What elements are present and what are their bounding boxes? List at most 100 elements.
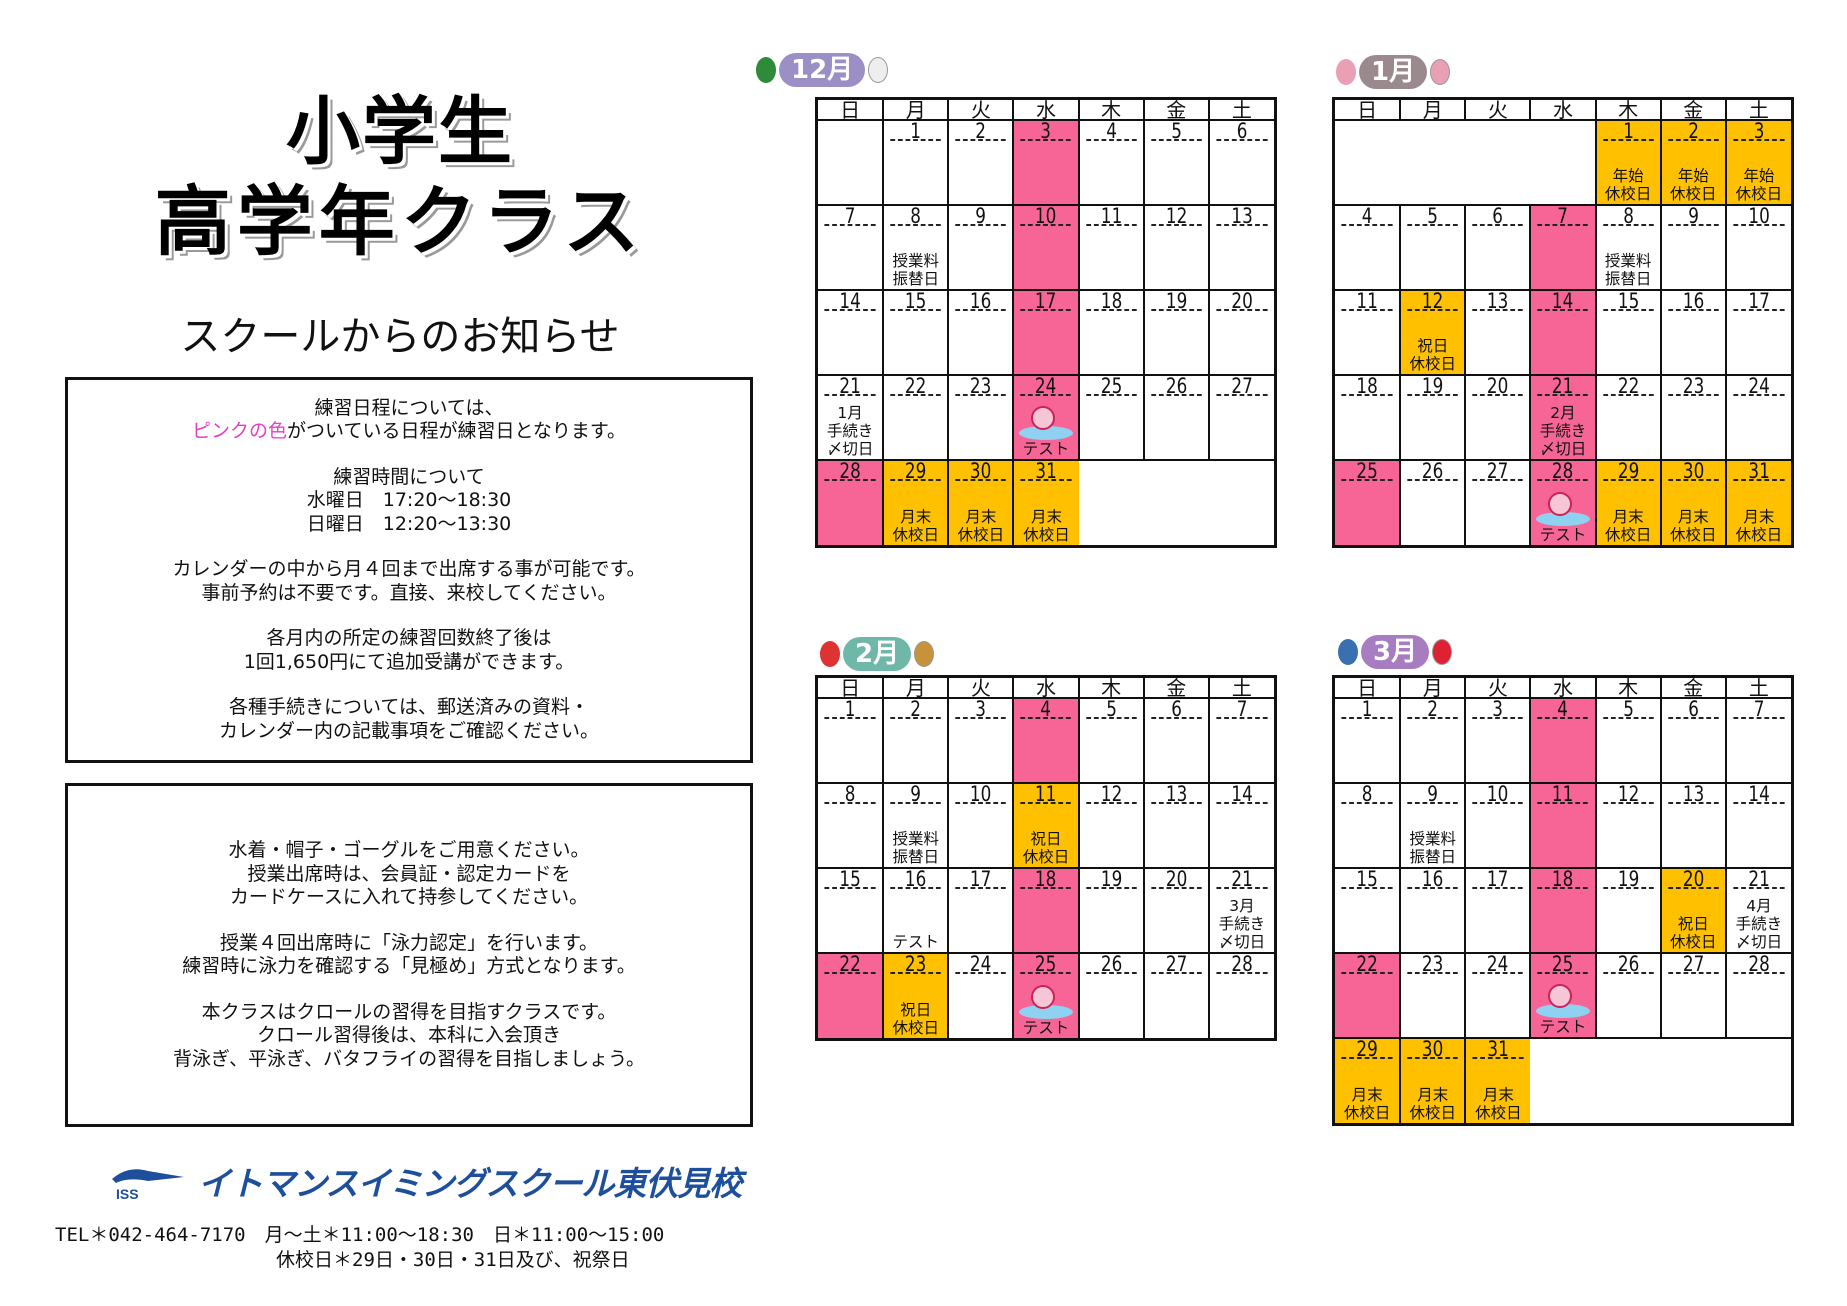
day-cell: 21 4月 手続き 〆切日 bbox=[1724, 867, 1791, 953]
day-number: 7 bbox=[1216, 699, 1268, 720]
day-number: 7 bbox=[1537, 206, 1589, 227]
day-note: 手続き bbox=[1218, 915, 1266, 933]
day-cell: 24 bbox=[1724, 374, 1791, 460]
day-number: 27 bbox=[1668, 954, 1719, 975]
day-cell: 19 bbox=[1594, 867, 1661, 953]
day-number: 15 bbox=[824, 869, 876, 890]
day-cell: 24 bbox=[1464, 952, 1531, 1038]
day-cell: 17 bbox=[1724, 289, 1791, 375]
day-cell: 5 bbox=[1077, 697, 1144, 783]
day-cell: 20 bbox=[1142, 867, 1209, 953]
day-note: テスト bbox=[892, 933, 939, 951]
day-cell: 29 月末 休校日 bbox=[1335, 1037, 1401, 1123]
swimmer-test-icon bbox=[1534, 982, 1592, 1020]
day-note: 休校日 bbox=[1343, 1104, 1391, 1122]
empty-cell bbox=[1143, 459, 1209, 545]
day-number: 30 bbox=[1407, 1039, 1458, 1060]
weekday-header: 土 bbox=[1207, 678, 1274, 699]
day-number: 23 bbox=[955, 376, 1007, 397]
day-cell: 18 bbox=[1335, 374, 1401, 460]
notice-text: 練習日程については、 bbox=[314, 396, 504, 419]
day-cell: 14 bbox=[1207, 782, 1274, 868]
day-number: 8 bbox=[1602, 206, 1654, 227]
day-cell: 30 月末 休校日 bbox=[1659, 459, 1726, 545]
day-cell: 4 bbox=[1077, 119, 1144, 205]
day-cell: 23 祝日 休校日 bbox=[882, 952, 949, 1038]
day-cell: 4 bbox=[1529, 697, 1596, 783]
month-decoration-icon bbox=[1430, 59, 1451, 85]
day-note: 休校日 bbox=[892, 526, 939, 544]
day-cell: 20 bbox=[1464, 374, 1531, 460]
day-cell: 3 bbox=[947, 697, 1014, 783]
day-note: テスト bbox=[1539, 526, 1587, 544]
day-number: 13 bbox=[1472, 291, 1524, 312]
day-number: 20 bbox=[1668, 869, 1719, 890]
month-label: 12月 bbox=[779, 53, 866, 87]
weekday-header: 水 bbox=[1012, 678, 1079, 699]
day-number: 3 bbox=[955, 699, 1007, 720]
weekday-header: 水 bbox=[1012, 100, 1079, 121]
notice-text: クロール習得後は、本科に入会頂き bbox=[256, 1024, 561, 1046]
day-cell: 8 bbox=[818, 782, 884, 868]
day-number: 8 bbox=[890, 206, 941, 227]
day-cell: 22 bbox=[818, 952, 884, 1038]
day-cell: 27 bbox=[1659, 952, 1726, 1038]
day-number: 20 bbox=[1216, 291, 1268, 312]
day-cell: 30 月末 休校日 bbox=[947, 459, 1014, 545]
day-note: 休校日 bbox=[1670, 526, 1717, 544]
day-number: 3 bbox=[1020, 121, 1072, 142]
day-cell: 11 bbox=[1077, 204, 1144, 290]
empty-cell bbox=[1078, 459, 1144, 545]
day-cell: 5 bbox=[1142, 119, 1209, 205]
day-number: 21 bbox=[824, 376, 876, 397]
day-number: 26 bbox=[1085, 954, 1137, 975]
day-cell: 5 bbox=[1594, 697, 1661, 783]
month-decoration-icon bbox=[868, 57, 889, 83]
day-note: 手続き bbox=[1539, 422, 1587, 440]
day-cell: 23 bbox=[1659, 374, 1726, 460]
day-cell: 26 bbox=[1399, 459, 1466, 545]
day-cell: 20 bbox=[1207, 289, 1274, 375]
day-cell: 18 bbox=[1529, 867, 1596, 953]
day-number: 16 bbox=[1668, 291, 1719, 312]
day-number: 11 bbox=[1020, 784, 1072, 805]
day-number: 20 bbox=[1151, 869, 1202, 890]
month-label: 3月 bbox=[1361, 635, 1430, 669]
empty-cell bbox=[1530, 1037, 1596, 1123]
day-number: 22 bbox=[890, 376, 941, 397]
day-cell: 17 bbox=[1464, 867, 1531, 953]
day-note: 休校日 bbox=[1670, 185, 1717, 203]
day-number: 24 bbox=[1733, 376, 1785, 397]
day-cell: 28 bbox=[1207, 952, 1274, 1038]
day-note: 授業料 bbox=[1604, 252, 1652, 270]
day-note: 授業料 bbox=[892, 252, 939, 270]
day-cell: 20 祝日 休校日 bbox=[1659, 867, 1726, 953]
day-number: 9 bbox=[890, 784, 941, 805]
day-number: 19 bbox=[1151, 291, 1202, 312]
day-note: 手続き bbox=[1735, 915, 1783, 933]
day-number: 14 bbox=[1733, 784, 1785, 805]
day-cell: 12 bbox=[1142, 204, 1209, 290]
day-note: テスト bbox=[1022, 1019, 1070, 1037]
weekday-header: 木 bbox=[1594, 100, 1661, 121]
day-note: 授業料 bbox=[892, 830, 939, 848]
day-number: 9 bbox=[1407, 784, 1458, 805]
weekday-header: 火 bbox=[947, 100, 1014, 121]
day-cell: 13 bbox=[1464, 289, 1531, 375]
day-note: 祝日 bbox=[900, 1001, 932, 1019]
month-decoration-icon bbox=[1432, 639, 1453, 665]
day-number: 6 bbox=[1472, 206, 1524, 227]
day-number: 14 bbox=[1537, 291, 1589, 312]
day-number: 9 bbox=[1668, 206, 1719, 227]
day-number: 30 bbox=[1668, 461, 1719, 482]
day-cell: 2 bbox=[882, 697, 949, 783]
notice-text: 授業出席時は、会員証・認定カードを bbox=[247, 862, 571, 885]
day-number: 15 bbox=[1341, 869, 1393, 890]
weekday-header: 金 bbox=[1659, 100, 1726, 121]
day-cell: 2 bbox=[1399, 697, 1466, 783]
weekday-header: 木 bbox=[1077, 100, 1144, 121]
day-cell: 19 bbox=[1142, 289, 1209, 375]
weekday-header: 火 bbox=[1464, 100, 1531, 121]
day-cell: 28 テスト bbox=[1529, 459, 1596, 545]
day-cell: 15 bbox=[818, 867, 884, 953]
